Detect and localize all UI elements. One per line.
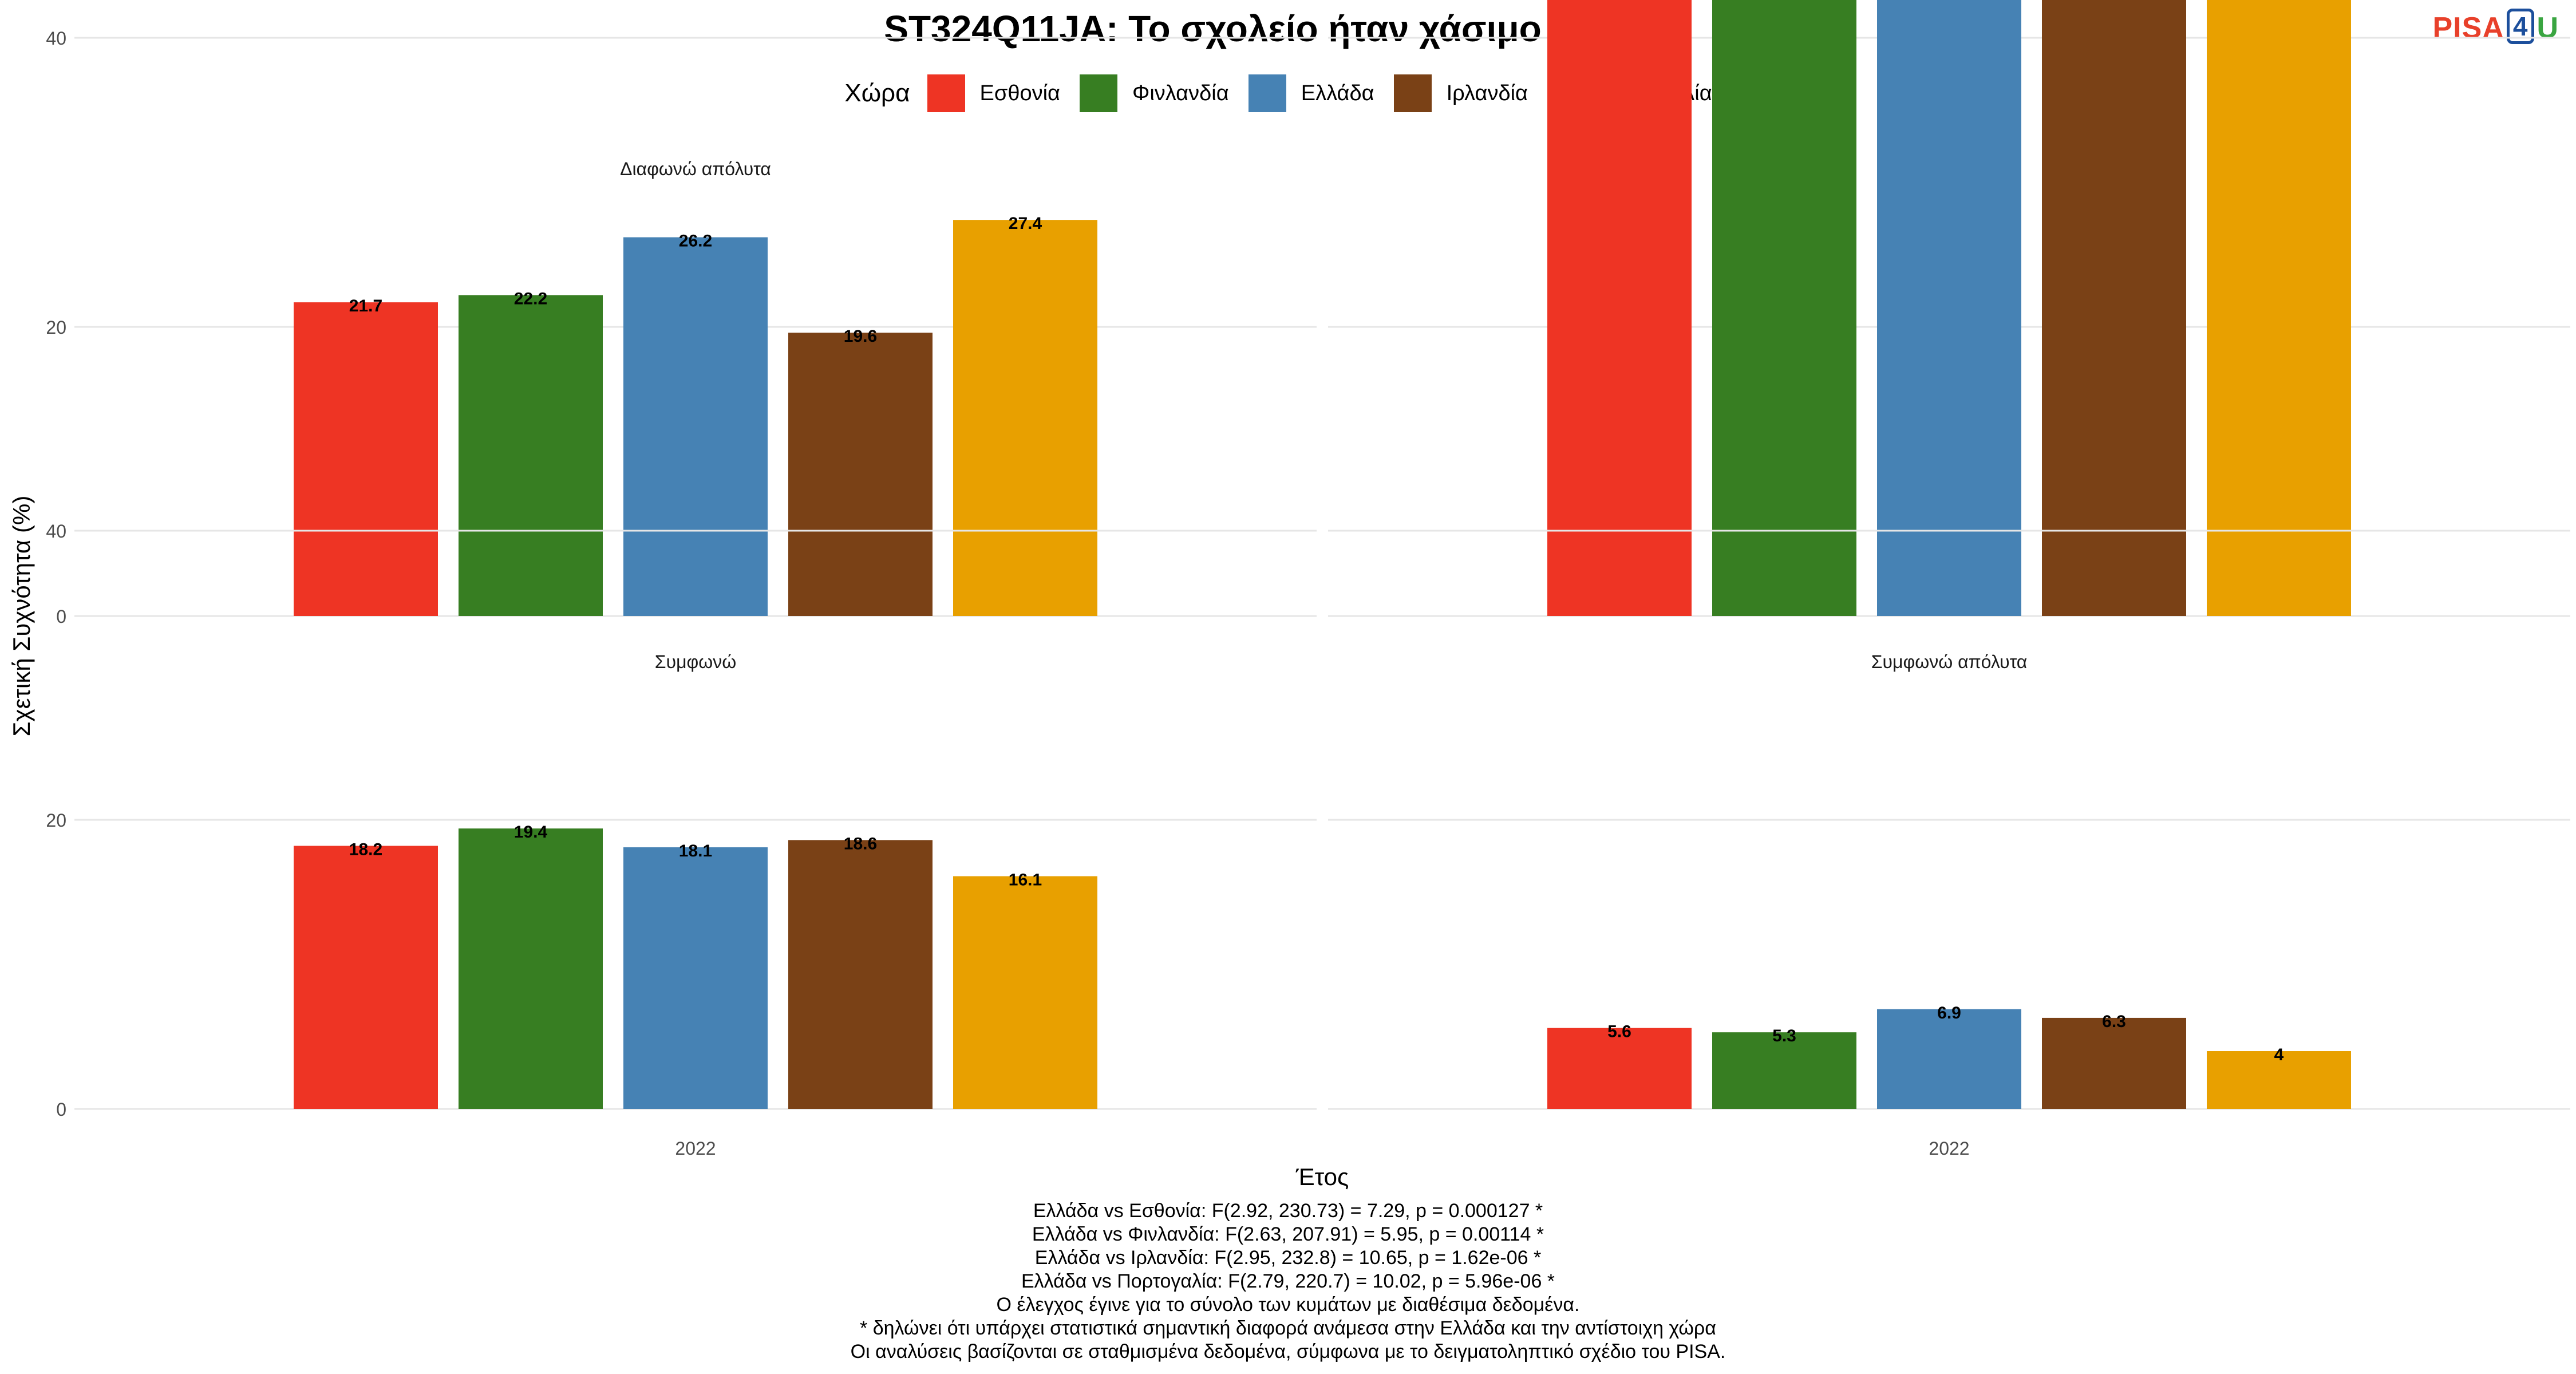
y-axis-title: Σχετική Συχνότητα (%)	[8, 496, 35, 737]
legend-swatch	[927, 74, 965, 112]
panel-3-bar-4	[788, 840, 933, 1109]
legend-title: Χώρα	[844, 79, 910, 107]
logo-text-u: U	[2537, 11, 2559, 45]
y-tick-label: 20	[46, 810, 66, 831]
legend-label: Ελλάδα	[1301, 81, 1374, 105]
legend-item-greece: Ελλάδα	[1248, 74, 1374, 112]
panel-2-bar-2	[1712, 0, 1856, 617]
footnote-line: * δηλώνει ότι υπάρχει στατιστικά σημαντι…	[860, 1317, 1716, 1339]
legend-item-ireland: Ιρλανδία	[1393, 74, 1528, 112]
legend-label: Εσθονία	[979, 81, 1060, 105]
footnote-line: Οι αναλύσεις βασίζονται σε σταθμισμένα δ…	[850, 1341, 1726, 1363]
y-tick-label: 20	[46, 317, 66, 338]
footnotes: Ελλάδα vs Εσθονία: F(2.92, 230.73) = 7.2…	[0, 1199, 2576, 1364]
footnote-line: Ο έλεγχος έγινε για το σύνολο των κυμάτω…	[996, 1294, 1580, 1316]
panel-1-bar-label-3: 26.2	[679, 231, 712, 250]
footnote-line: Ελλάδα vs Ιρλανδία: F(2.95, 232.8) = 10.…	[1034, 1247, 1542, 1269]
panel-3-bar-label-1: 18.2	[349, 840, 382, 859]
logo-text-pisa: PISA	[2432, 11, 2504, 45]
panel-4-bar-label-1: 5.6	[1607, 1022, 1631, 1041]
panel-1-bar-label-4: 19.6	[844, 327, 877, 346]
panel-3-bar-label-3: 18.1	[679, 842, 712, 860]
x-axis-title: Έτος	[1295, 1163, 1349, 1190]
y-tick-label: 0	[56, 1099, 66, 1120]
panel-4-bar-label-2: 5.3	[1772, 1026, 1796, 1045]
panel-4-bar-label-4: 6.3	[2102, 1012, 2126, 1031]
panel-3-bar-1	[294, 846, 438, 1109]
panel-3-bar-3	[623, 847, 768, 1109]
y-tick-label: 40	[46, 28, 66, 49]
panel-3-bar-label-5: 16.1	[1009, 870, 1042, 889]
panel-1-strip-title: Διαφωνώ απόλυτα	[620, 159, 771, 179]
y-tick-label: 40	[46, 521, 66, 542]
pisa4u-logo: PISA 4 U	[2432, 8, 2559, 48]
panel-2-bar-4	[2042, 0, 2186, 616]
panel-1-bar-label-5: 27.4	[1009, 214, 1042, 233]
legend-label: Φινλανδία	[1132, 81, 1229, 105]
panel-4-bar-5	[2207, 1051, 2351, 1109]
panel-1-bar-label-1: 21.7	[349, 297, 382, 315]
legend-swatch	[1080, 74, 1117, 112]
panel-1-bar-5	[953, 220, 1097, 616]
panel-1-bar-label-2: 22.2	[514, 289, 547, 308]
panel-4-bar-2	[1712, 1032, 1856, 1109]
panel-4-bar-label-3: 6.9	[1937, 1004, 1961, 1022]
legend-item-finland: Φινλανδία	[1080, 74, 1229, 112]
panel-3-bar-5	[953, 876, 1097, 1109]
panel-2-bar-1	[1547, 0, 1692, 616]
legend-swatch	[1393, 74, 1432, 112]
footnote-line: Ελλάδα vs Πορτογαλία: F(2.79, 220.7) = 1…	[1021, 1270, 1555, 1292]
x-tick-label: 2022	[1929, 1138, 1969, 1159]
legend-label: Ιρλανδία	[1446, 81, 1528, 105]
legend-item-estonia: Εσθονία	[927, 74, 1060, 112]
panel-4-bar-1	[1547, 1028, 1692, 1109]
panel-4-bar-label-5: 4	[2274, 1045, 2284, 1064]
panel-4-bar-3	[1877, 1009, 2021, 1109]
footnote-line: Ελλάδα vs Εσθονία: F(2.92, 230.73) = 7.2…	[1033, 1200, 1543, 1222]
x-tick-label: 2022	[675, 1138, 716, 1159]
panel-3-bar-label-2: 19.4	[514, 823, 548, 842]
panel-4-bar-4	[2042, 1017, 2186, 1109]
panel-3-strip-title: Συμφωνώ	[655, 652, 736, 672]
legend-swatch	[1248, 74, 1286, 112]
panel-1-bar-1	[294, 302, 438, 616]
panel-1-bar-3	[623, 237, 768, 616]
panel-2-bar-5	[2207, 0, 2351, 617]
panel-1-bar-4	[788, 333, 933, 616]
logo-text-four: 4	[2506, 9, 2535, 44]
panel-1-bar-2	[459, 295, 603, 616]
panel-3-bar-label-4: 18.6	[844, 834, 877, 853]
panel-2-bar-3	[1877, 0, 2021, 617]
panel-3-bar-2	[459, 828, 603, 1109]
footnote-line: Ελλάδα vs Φινλανδία: F(2.63, 207.91) = 5…	[1032, 1223, 1544, 1245]
y-tick-label: 0	[56, 606, 66, 627]
panel-4-strip-title: Συμφωνώ απόλυτα	[1871, 652, 2028, 672]
